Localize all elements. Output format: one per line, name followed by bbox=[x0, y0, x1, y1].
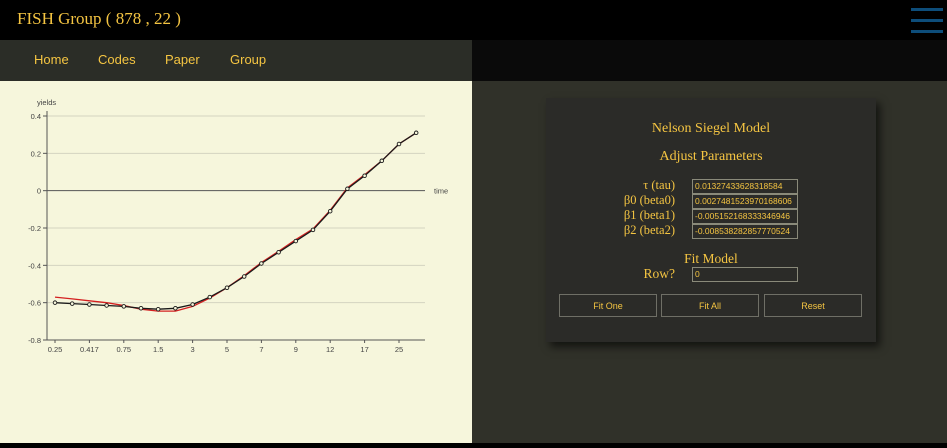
data-point bbox=[293, 238, 299, 244]
model-title: Nelson Siegel Model bbox=[651, 121, 771, 136]
beta1-label: β1 (beta1) bbox=[623, 208, 675, 222]
x-tick-label: 0.25 bbox=[48, 345, 63, 354]
x-tick-label: 17 bbox=[360, 345, 368, 354]
x-tick-label: 0.417 bbox=[80, 345, 99, 354]
tau-input[interactable] bbox=[692, 179, 798, 194]
y-tick-label: 0.2 bbox=[31, 149, 41, 158]
data-point bbox=[259, 261, 264, 266]
x-tick-label: 9 bbox=[294, 345, 298, 354]
beta1-input[interactable] bbox=[692, 209, 798, 224]
x-tick-label: 25 bbox=[395, 345, 403, 354]
data-point bbox=[413, 130, 419, 136]
row-input[interactable] bbox=[692, 267, 798, 282]
y-tick-label: -0.4 bbox=[28, 261, 41, 270]
series-line bbox=[54, 132, 417, 312]
data-point bbox=[379, 158, 385, 164]
data-point bbox=[87, 302, 92, 307]
series-line bbox=[54, 132, 417, 310]
nelson-siegel-panel: Nelson Siegel Model Adjust Parameters τ … bbox=[546, 98, 876, 342]
data-point bbox=[327, 208, 333, 214]
chart-panel: 0.4 0.2 0 -0.2 -0.4 -0.6 -0.8 yields time 0.25 0.4… bbox=[0, 81, 472, 443]
data-point bbox=[138, 306, 144, 311]
nav-bar: Home Codes Paper Group bbox=[0, 40, 472, 81]
nav-paper[interactable]: Paper bbox=[165, 52, 200, 67]
tau-label: τ (tau) bbox=[643, 178, 675, 192]
x-tick-label: 1.5 bbox=[153, 345, 163, 354]
data-point bbox=[224, 285, 230, 290]
x-tick-label: 0.75 bbox=[116, 345, 131, 354]
reset-button[interactable]: Reset bbox=[764, 294, 862, 317]
top-bar: FISH Group ( 878 , 22 ) bbox=[0, 0, 947, 40]
beta0-label: β0 (beta0) bbox=[623, 193, 675, 207]
x-tick-label: 7 bbox=[259, 345, 263, 354]
data-point bbox=[362, 173, 367, 178]
data-point bbox=[104, 303, 109, 308]
beta2-input[interactable] bbox=[692, 224, 798, 239]
data-point bbox=[276, 250, 281, 255]
row-label: Row? bbox=[643, 266, 676, 281]
y-tick-label: -0.6 bbox=[28, 299, 41, 308]
app-title: FISH Group ( 878 , 22 ) bbox=[17, 9, 181, 28]
data-point bbox=[121, 304, 127, 309]
nav-bar-filler bbox=[472, 40, 947, 81]
x-tick-label: 12 bbox=[326, 345, 334, 354]
nav-codes[interactable]: Codes bbox=[98, 52, 136, 67]
fit-all-button[interactable]: Fit All bbox=[661, 294, 759, 317]
x-tick-label: 5 bbox=[225, 345, 229, 354]
fit-model-heading: Fit Model bbox=[684, 251, 738, 266]
data-point bbox=[69, 301, 75, 306]
beta2-label: β2 (beta2) bbox=[623, 223, 675, 237]
nav-group[interactable]: Group bbox=[230, 52, 267, 67]
y-tick-label: -0.8 bbox=[28, 336, 41, 345]
data-point bbox=[345, 186, 350, 192]
y-tick-label: -0.2 bbox=[28, 224, 41, 233]
fit-one-button[interactable]: Fit One bbox=[559, 294, 657, 317]
x-tick-label: 3 bbox=[191, 345, 195, 354]
data-point bbox=[310, 227, 316, 233]
y-axis-title: yields bbox=[37, 98, 56, 107]
adjust-parameters-heading: Adjust Parameters bbox=[659, 149, 763, 164]
data-point bbox=[241, 274, 247, 279]
data-point bbox=[173, 306, 178, 311]
nav-home[interactable]: Home bbox=[34, 52, 69, 67]
y-tick-label: 0 bbox=[37, 187, 41, 196]
y-tick-label: 0.4 bbox=[31, 112, 41, 121]
data-point bbox=[155, 306, 161, 312]
x-axis-title: time bbox=[434, 187, 448, 196]
data-point bbox=[190, 302, 195, 307]
beta0-input[interactable] bbox=[692, 194, 798, 209]
data-point bbox=[396, 141, 402, 147]
data-point bbox=[207, 294, 213, 300]
hamburger-icon[interactable] bbox=[911, 8, 943, 34]
yield-curve-chart: 0.4 0.2 0 -0.2 -0.4 -0.6 -0.8 yields time 0.25 0.4… bbox=[28, 98, 448, 354]
data-point bbox=[52, 300, 58, 305]
